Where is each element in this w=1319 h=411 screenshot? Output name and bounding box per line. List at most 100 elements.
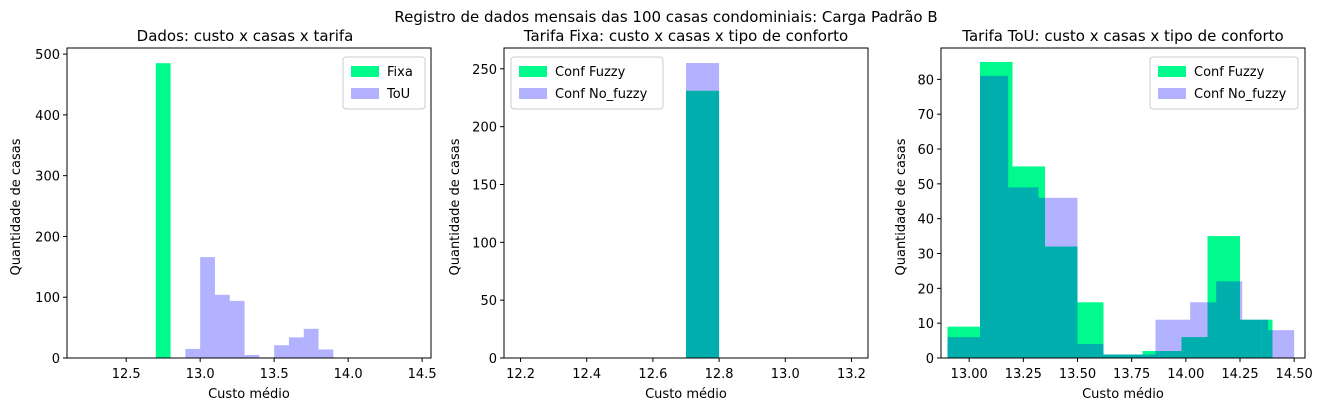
y-tick-label: 50 [480, 294, 497, 309]
subplot-1: Dados: custo x casas x tarifa 12.5 13.0 13… [9, 27, 437, 402]
y-tick-label: 20 [917, 282, 934, 297]
subplot-2: Tarifa Fixa: custo x casas x tipo de con… [448, 27, 869, 402]
y-tick-label: 0 [52, 352, 60, 367]
x-tick-label: 13.25 [1005, 367, 1042, 382]
histogram-bar-s1-6 [1103, 354, 1126, 358]
bars-layer-2 [686, 63, 720, 358]
legend-swatch [519, 66, 547, 77]
y-tick-label: 100 [35, 291, 60, 306]
histogram-bar-s2-5 [244, 354, 260, 358]
y-tick-label: 30 [917, 248, 934, 263]
legend-box [1149, 56, 1299, 110]
y-axis-label-1: Quantidade de casas [9, 138, 24, 275]
histogram-bar-s2-12 [1268, 330, 1295, 358]
histogram-bar-s2-9 [303, 328, 319, 358]
bars-layer-1 [155, 63, 334, 359]
histogram-bar-s2-11 [1242, 319, 1269, 358]
y-tick-label: 250 [472, 63, 497, 78]
histogram-bar-s2-1 [185, 348, 201, 358]
histogram-bar-s2-1 [686, 63, 720, 358]
histogram-bar-s1-7 [1125, 354, 1143, 358]
plot-frame-1 [66, 47, 432, 359]
histogram-bar-s1-4 [1045, 246, 1078, 358]
x-axis-label-3: Custo médio [1082, 387, 1164, 402]
x-tick-label: 13.2 [837, 367, 866, 382]
histogram-bar-s2-10 [1216, 281, 1243, 358]
x-tick-label: 14.0 [334, 367, 363, 382]
x-tick-label: 12.8 [705, 367, 734, 382]
subplot-3: Tarifa ToU: custo x casas x tipo de conf… [894, 27, 1313, 402]
y-tick-label: 10 [917, 317, 934, 332]
histogram-bar-s2-10 [318, 349, 334, 358]
legend-label: Fixa [387, 65, 413, 80]
histogram-bar-s2-8 [1155, 319, 1191, 358]
histogram-bar-s2-9 [1190, 302, 1217, 358]
x-axis-label-1: Custo médio [208, 387, 290, 402]
y-tick-label: 500 [35, 48, 60, 63]
y-axis-label-2: Quantidade de casas [448, 138, 463, 275]
legend-1: Fixa ToU [342, 56, 426, 110]
plot-frame-3 [940, 47, 1306, 359]
histogram-bar-s1-1 [686, 90, 720, 358]
legend-swatch [1158, 88, 1186, 99]
x-tick-label: 12.4 [572, 367, 601, 382]
y-tick-label: 50 [917, 178, 934, 193]
x-tick-label: 14.25 [1221, 367, 1258, 382]
histogram-bar-s2-2 [980, 75, 1009, 358]
legend-3: Conf Fuzzy Conf No_fuzzy [1149, 56, 1299, 110]
y-tick-label: 0 [489, 352, 497, 367]
histogram-bar-s1-10 [1181, 337, 1208, 358]
histogram-bar-s1-12 [1240, 319, 1262, 358]
figure-suptitle: Registro de dados mensais das 100 casas … [394, 8, 937, 26]
histogram-bar-s1-9 [1159, 351, 1182, 358]
histogram-bar-s2-7 [1116, 354, 1156, 358]
y-tick-label: 100 [472, 236, 497, 251]
y-tick-label: 40 [917, 213, 934, 228]
histogram-bar-s2-4 [229, 300, 245, 358]
plot-frame-2 [503, 47, 869, 359]
y-tick-label: 300 [35, 170, 60, 185]
x-tick-label: 13.75 [1113, 367, 1150, 382]
chart-title-1: Dados: custo x casas x tarifa [137, 27, 354, 45]
histogram-bar-s1-8 [1142, 351, 1160, 358]
histogram-bar-s2-3 [214, 294, 230, 358]
y-tick-label: 0 [926, 352, 934, 367]
histogram-bar-s1-11 [1207, 236, 1240, 358]
legend-label: Conf No_fuzzy [1194, 87, 1287, 102]
x-tick-label: 13.0 [186, 367, 215, 382]
chart-title-3: Tarifa ToU: custo x casas x tipo de conf… [961, 27, 1283, 45]
y-tick-label: 60 [917, 143, 934, 158]
chart-title-2: Tarifa Fixa: custo x casas x tipo de con… [523, 27, 848, 45]
y-tick-label: 150 [472, 178, 497, 193]
histogram-bar-s2-3 [1008, 187, 1039, 358]
ticks-layer-2: 12.2 12.4 12.6 12.8 13.0 13.2 0 50 100 150 200 250 [472, 63, 866, 382]
x-tick-label: 14.5 [408, 367, 437, 382]
histogram-bar-s1-3 [1012, 166, 1045, 358]
histogram-bar-s2-6 [1103, 354, 1117, 358]
x-tick-label: 13.50 [1059, 367, 1096, 382]
x-axis-label-2: Custo médio [645, 387, 727, 402]
legend-swatch [351, 66, 379, 77]
histogram-bar-s2-2 [200, 257, 215, 358]
legend-swatch [1158, 66, 1186, 77]
histogram-bar-s2-1 [947, 337, 980, 358]
legend-label: Conf No_fuzzy [555, 87, 648, 102]
legend-label: Conf Fuzzy [1194, 65, 1265, 80]
y-tick-label: 80 [917, 73, 934, 88]
y-axis-label-3: Quantidade de casas [894, 138, 909, 275]
x-tick-label: 14.50 [1276, 367, 1313, 382]
histogram-bar-s1-2 [980, 61, 1013, 358]
y-tick-label: 200 [35, 230, 60, 245]
x-tick-label: 12.6 [638, 367, 667, 382]
bars-layer-3 [947, 61, 1295, 358]
legend-label: Conf Fuzzy [555, 65, 626, 80]
x-tick-label: 13.0 [771, 367, 800, 382]
histogram-bar-s2-8 [288, 337, 304, 358]
y-tick-label: 70 [917, 108, 934, 123]
histogram-bar-s2-7 [274, 345, 289, 358]
legend-swatch [351, 88, 379, 99]
y-tick-label: 400 [35, 109, 60, 124]
ticks-layer-1: 12.5 13.0 13.5 14.0 14.5 0 100 200 300 400 500 [35, 48, 436, 382]
histogram-bar-s2-5 [1077, 344, 1104, 358]
